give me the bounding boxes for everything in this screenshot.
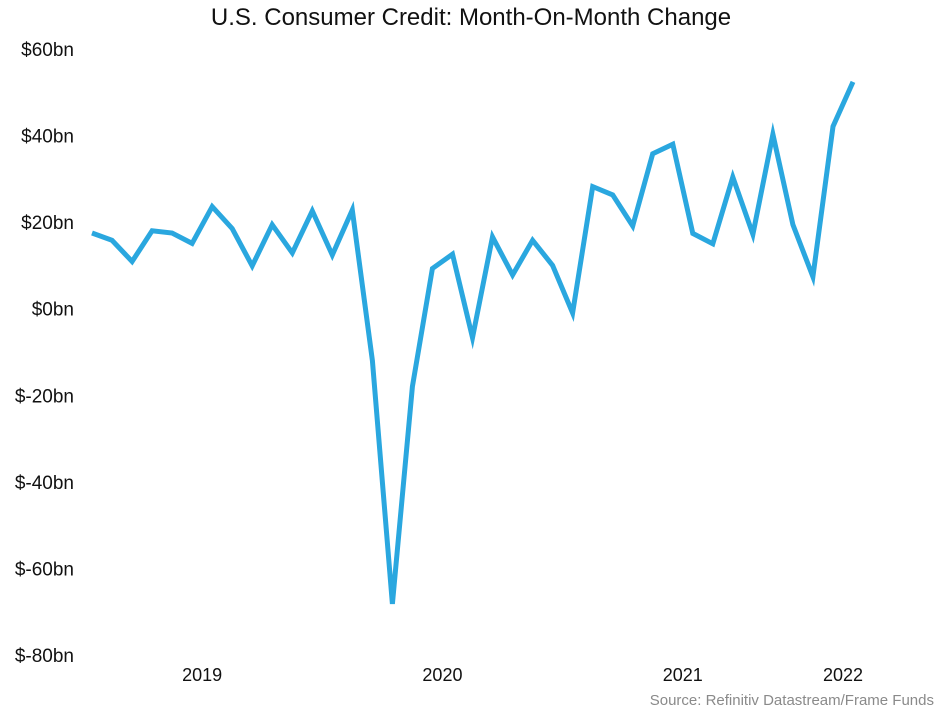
data-point	[89, 230, 95, 236]
data-point	[389, 601, 395, 607]
y-tick-label: $20bn	[21, 213, 74, 234]
data-point	[409, 384, 415, 390]
data-point	[449, 251, 455, 257]
data-point	[570, 310, 576, 316]
y-tick-label: $0bn	[32, 300, 74, 321]
y-tick-label: $40bn	[21, 127, 74, 148]
source-note: Source: Refinitiv Datastream/Frame Funds	[649, 692, 934, 709]
data-point	[530, 237, 536, 243]
data-point	[470, 335, 476, 341]
x-tick-label: 2022	[823, 665, 863, 685]
x-tick-label: 2019	[182, 665, 222, 685]
data-point	[229, 226, 235, 232]
data-point	[349, 207, 355, 213]
data-point	[269, 222, 275, 228]
data-point	[610, 192, 616, 198]
data-point	[309, 208, 315, 214]
data-point	[209, 204, 215, 210]
data-point	[630, 223, 636, 229]
data-point	[510, 272, 516, 278]
data-point	[149, 228, 155, 234]
chart-title: U.S. Consumer Credit: Month-On-Month Cha…	[210, 4, 732, 31]
data-point	[189, 240, 195, 246]
data-point	[429, 265, 435, 271]
x-tick-label: 2020	[422, 665, 462, 685]
data-point	[169, 230, 175, 236]
series-layer	[91, 80, 856, 605]
data-point	[329, 252, 335, 258]
y-axis-labels: $60bn $40bn $20bn $0bn $-20bn $-40bn $-60bn $-8…	[15, 40, 74, 667]
data-point	[810, 274, 816, 280]
data-point	[710, 241, 716, 247]
data-point	[590, 184, 596, 190]
data-point	[770, 131, 776, 137]
y-tick-label: $-60bn	[15, 559, 74, 580]
data-point	[289, 250, 295, 256]
y-tick-label: $-40bn	[15, 473, 74, 494]
x-tick-label: 2021	[663, 665, 703, 685]
data-point	[670, 141, 676, 147]
data-point	[750, 231, 756, 237]
data-point	[690, 230, 696, 236]
data-point	[249, 263, 255, 269]
data-point	[730, 174, 736, 180]
data-point	[850, 79, 856, 85]
data-point	[129, 259, 135, 265]
series-line	[91, 80, 856, 605]
data-point	[790, 222, 796, 228]
data-point	[490, 234, 496, 240]
data-point	[550, 262, 556, 268]
data-point	[369, 358, 375, 364]
y-tick-label: $60bn	[21, 40, 74, 61]
data-point	[830, 123, 836, 129]
y-tick-label: $-80bn	[15, 646, 74, 667]
x-axis-labels: 2019 2020 2021 2022	[182, 665, 863, 685]
data-point	[109, 237, 115, 243]
data-point	[650, 151, 656, 157]
y-tick-label: $-20bn	[15, 386, 74, 407]
